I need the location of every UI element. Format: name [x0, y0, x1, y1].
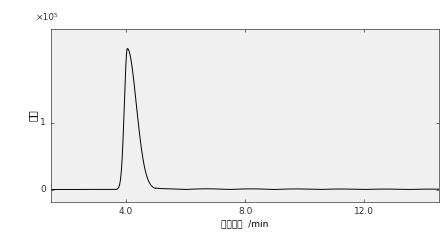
Y-axis label: 强度: 强度 — [27, 109, 37, 121]
X-axis label: 保留时间  /min: 保留时间 /min — [222, 219, 269, 228]
Text: ×10⁵: ×10⁵ — [36, 13, 59, 22]
